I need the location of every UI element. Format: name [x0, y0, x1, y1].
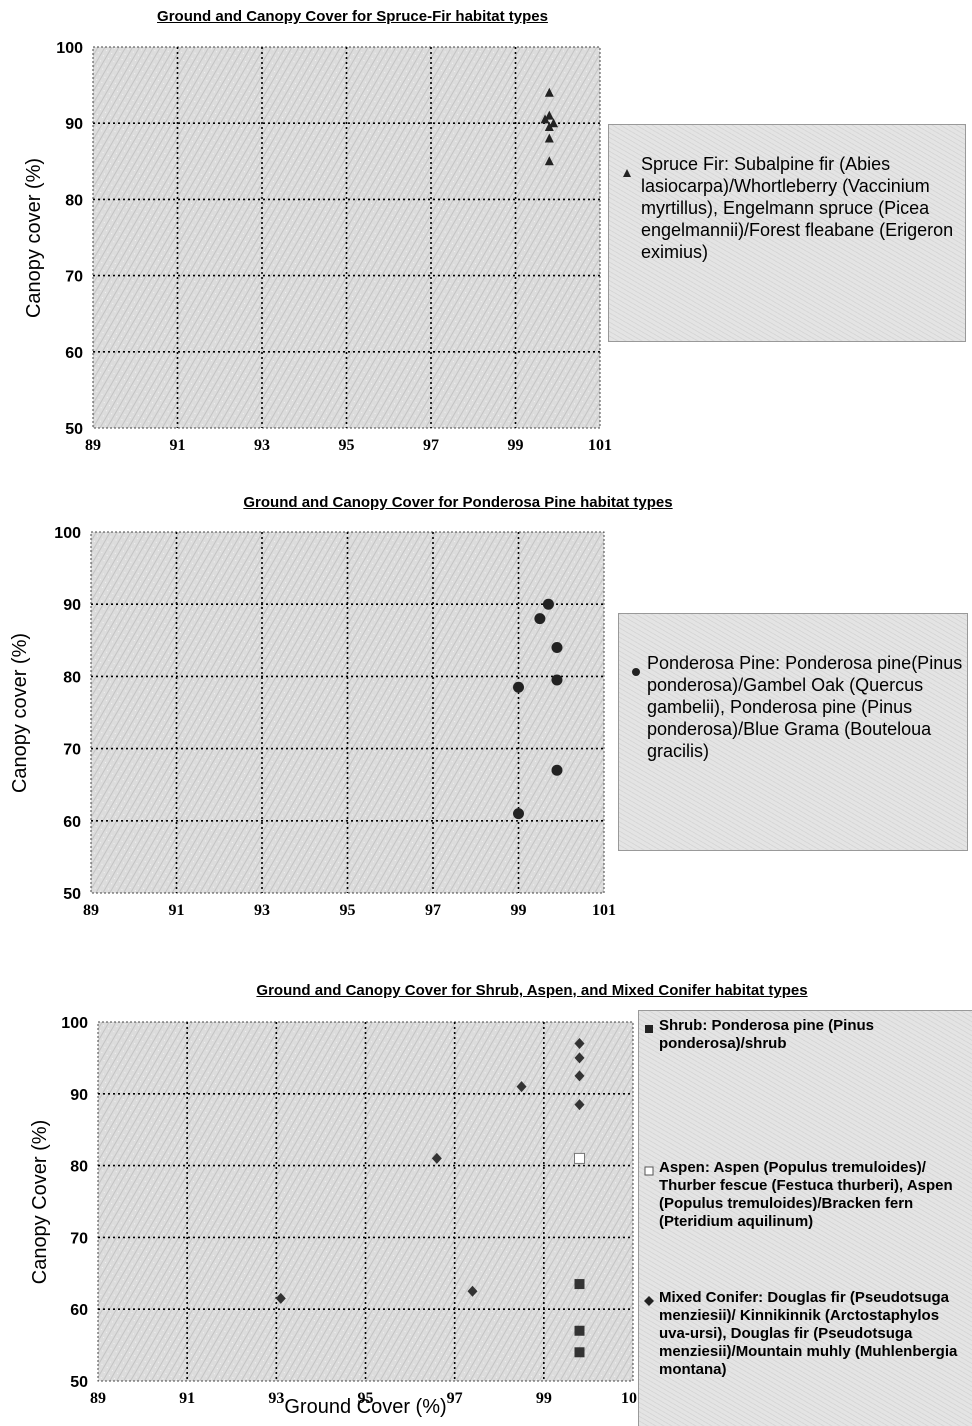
y-axis-label: Canopy Cover (%) — [29, 1120, 51, 1285]
data-point — [467, 1285, 478, 1297]
data-point — [574, 1152, 585, 1164]
data-point — [544, 133, 554, 143]
y-tick-label: 100 — [54, 525, 81, 542]
y-tick-label: 70 — [65, 269, 83, 286]
square-icon — [644, 1021, 654, 1039]
circle-icon — [631, 664, 641, 682]
data-point — [551, 764, 563, 776]
x-tick-label: 95 — [340, 902, 356, 919]
x-tick-label: 93 — [254, 437, 270, 454]
x-tick-label: 91 — [169, 902, 185, 919]
data-point — [574, 1279, 585, 1290]
y-tick-label: 90 — [70, 1087, 88, 1104]
data-point — [551, 674, 563, 686]
y-axis-label: Canopy cover (%) — [23, 158, 45, 318]
x-tick-label: 99 — [536, 1390, 552, 1407]
series — [574, 1152, 585, 1164]
legend-item-spruce-fir: Spruce Fir: Subalpine fir (Abies lasioca… — [641, 154, 954, 262]
data-point — [544, 110, 554, 120]
y-tick-label: 90 — [65, 116, 83, 133]
x-tick-label: 97 — [425, 902, 441, 919]
data-point — [574, 1070, 585, 1082]
x-tick-label: 89 — [83, 902, 99, 919]
y-tick-label: 60 — [70, 1302, 88, 1319]
y-axis-label: Canopy cover (%) — [9, 633, 31, 793]
legend-item-mixed-conifer: Mixed Conifer: Douglas fir (Pseudotsuga … — [659, 1289, 958, 1378]
y-tick-label: 50 — [70, 1374, 88, 1391]
y-tick-label: 60 — [63, 814, 81, 831]
y-tick-label: 100 — [61, 1015, 88, 1032]
y-tick-label: 70 — [63, 742, 81, 759]
data-point — [516, 1081, 527, 1093]
x-tick-label: 99 — [508, 437, 524, 454]
x-tick-label: 95 — [358, 1390, 374, 1407]
y-tick-label: 50 — [63, 886, 81, 903]
data-point — [574, 1099, 585, 1111]
x-tick-label: 97 — [447, 1390, 463, 1407]
x-tick-label: 89 — [90, 1390, 106, 1407]
diamond-icon — [644, 1293, 654, 1311]
data-point — [544, 87, 554, 97]
legend: Ponderosa Pine: Ponderosa pine(Pinus pon… — [618, 613, 968, 851]
data-point — [549, 118, 559, 128]
x-tick-label: 101 — [592, 902, 616, 919]
data-point — [574, 1347, 585, 1358]
data-point — [513, 808, 524, 820]
plot-area — [97, 1021, 634, 1382]
data-point — [540, 114, 550, 124]
x-tick-label: 97 — [423, 437, 439, 454]
legend: Spruce Fir: Subalpine fir (Abies lasioca… — [608, 124, 966, 342]
chart-spruce-fir: Ground and Canopy Cover for Spruce-Fir h… — [0, 0, 972, 470]
y-tick-label: 80 — [65, 192, 83, 209]
x-axis-label: Ground Cover (%) — [284, 1396, 446, 1418]
y-tick-label: 90 — [63, 597, 81, 614]
x-tick-label: 99 — [511, 902, 527, 919]
data-point — [544, 156, 554, 166]
chart-title: Ground and Canopy Cover for Shrub, Aspen… — [256, 982, 808, 999]
data-point — [431, 1152, 442, 1164]
y-tick-label: 80 — [63, 669, 81, 686]
legend-item-aspen: Aspen: Aspen (Populus tremuloides)/ Thur… — [659, 1159, 953, 1230]
chart-title: Ground and Canopy Cover for Ponderosa Pi… — [243, 494, 673, 511]
open-square-icon — [644, 1163, 654, 1181]
x-tick-label: 95 — [339, 437, 355, 454]
chart-title: Ground and Canopy Cover for Spruce-Fir h… — [157, 8, 548, 25]
legend-item-shrub: Shrub: Ponderosa pine (Pinus ponderosa)/… — [659, 1017, 875, 1052]
data-point — [275, 1292, 286, 1304]
data-point — [544, 122, 554, 132]
x-tick-label: 93 — [254, 902, 270, 919]
triangle-icon — [622, 165, 632, 183]
y-tick-label: 50 — [65, 421, 83, 438]
y-tick-label: 100 — [56, 40, 83, 57]
chart-shrub-aspen-mixed: Ground and Canopy Cover for Shrub, Aspen… — [0, 970, 972, 1426]
y-tick-label: 70 — [70, 1230, 88, 1247]
x-tick-label: 91 — [170, 437, 186, 454]
data-point — [574, 1052, 585, 1064]
chart-plot-ponderosa-pine: 50 60 70 80 90 100 89 91 93 95 97 99 101 Canopy cover… — [9, 525, 616, 919]
y-tick-label: 80 — [70, 1159, 88, 1176]
x-tick-label: 89 — [85, 437, 101, 454]
y-tick-label: 60 — [65, 345, 83, 362]
series — [513, 598, 563, 820]
legend-item-ponderosa-pine: Ponderosa Pine: Ponderosa pine(Pinus pon… — [647, 653, 963, 761]
data-point — [542, 598, 554, 610]
x-tick-label: 93 — [268, 1390, 284, 1407]
x-tick-label: 101 — [588, 437, 612, 454]
x-tick-label: 91 — [179, 1390, 195, 1407]
legend: Shrub: Ponderosa pine (Pinus ponderosa)/… — [638, 1010, 972, 1426]
data-point — [534, 613, 546, 625]
data-point — [513, 681, 524, 693]
data-point — [574, 1325, 585, 1336]
data-point — [551, 642, 563, 654]
series — [574, 1279, 585, 1358]
series — [275, 1038, 585, 1304]
chart-ponderosa-pine: Ground and Canopy Cover for Ponderosa Pi… — [0, 470, 972, 930]
data-point — [574, 1038, 585, 1050]
chart-plot-spruce-fir: 50 60 70 80 90 100 89 91 93 95 97 99 101 Canopy cover… — [23, 40, 612, 454]
series — [540, 87, 559, 166]
